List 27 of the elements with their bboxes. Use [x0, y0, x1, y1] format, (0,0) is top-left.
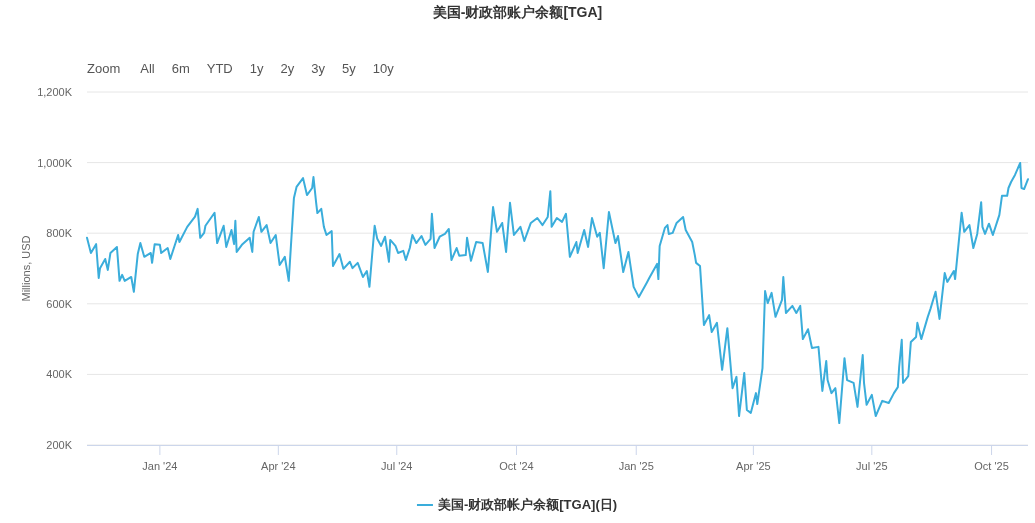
y-tick-label: 200K [46, 439, 73, 451]
x-tick-label: Jul '25 [856, 460, 888, 472]
x-tick-label: Oct '25 [974, 460, 1009, 472]
text: 2y [280, 61, 295, 76]
x-tick-label: Apr '25 [736, 460, 771, 472]
line-series [86, 161, 1029, 425]
text: 5y [341, 61, 357, 76]
y-tick-label: 1,200K [37, 86, 73, 98]
text: Zoom [87, 61, 121, 76]
y-tick-label: 1,000K [37, 156, 73, 169]
x-tick-label: Jan '25 [618, 460, 654, 472]
y-tick-label: 800K [46, 227, 73, 240]
text: YTD [206, 61, 233, 76]
text: 1y [249, 61, 264, 76]
chart-title: 美国-财政部账户余额[TGA] [431, 4, 603, 20]
text: 10y [372, 61, 395, 76]
y-tick-label: 600K [46, 297, 73, 310]
x-tick-label: Jan '24 [142, 460, 178, 472]
text: 3y [311, 61, 326, 76]
x-tick-label: Oct '24 [499, 460, 534, 472]
legend-label: 美国-财政部帐户余额[TGA](日) [436, 497, 618, 512]
y-axis-title: Millions, USD [20, 235, 32, 302]
x-tick-label: Jul '24 [381, 460, 413, 472]
text: 6m [171, 61, 190, 76]
y-tick-label: 400K [46, 368, 73, 381]
text: All [140, 61, 155, 76]
x-tick-label: Apr '24 [261, 460, 296, 472]
